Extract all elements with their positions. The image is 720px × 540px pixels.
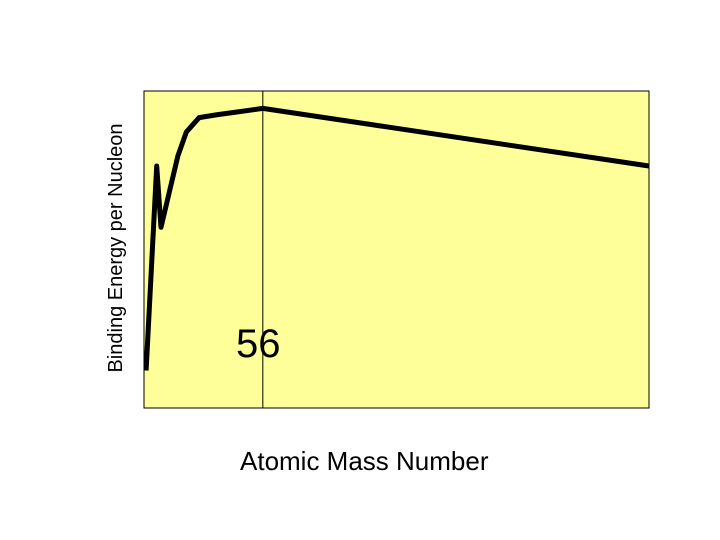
x-axis-label: Atomic Mass Number (240, 446, 489, 476)
annotation-label: 56 (236, 322, 281, 366)
plot-area (143, 90, 650, 409)
y-axis-label: Binding Energy per Nucleon (105, 123, 127, 373)
series-line-0 (143, 105, 650, 371)
